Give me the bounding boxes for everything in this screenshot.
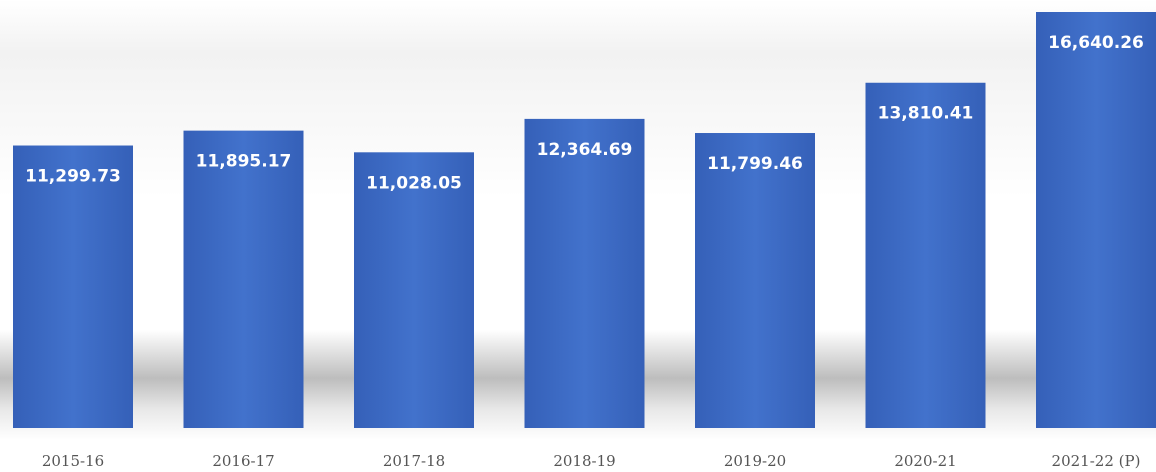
- x-tick-label: 2017-18: [383, 452, 445, 470]
- bar-2016-17: [183, 130, 304, 428]
- x-tick-label: 2020-21: [894, 452, 956, 470]
- x-tick-label: 2018-19: [553, 452, 615, 470]
- bar-value-label: 16,640.26: [1048, 33, 1144, 53]
- bars-group: [13, 12, 1156, 429]
- bar-value-label: 11,299.73: [25, 167, 121, 187]
- bar-value-label: 13,810.41: [878, 104, 974, 124]
- bar-2020-21: [865, 82, 986, 428]
- bar-value-label: 12,364.69: [537, 140, 633, 160]
- bar-2017-18: [354, 152, 474, 429]
- bar-2018-19: [524, 118, 645, 429]
- x-tick-label: 2019-20: [724, 452, 786, 470]
- x-axis-ticks: 2015-16 2016-17 2017-18 2018-19 2019-20 2020-…: [42, 452, 1141, 470]
- bar-2015-16: [13, 145, 133, 428]
- x-tick-label: 2016-17: [212, 452, 274, 470]
- bar-2021-22-P: [1036, 12, 1156, 428]
- bar-value-label: 11,028.05: [366, 173, 462, 193]
- x-tick-label: 2015-16: [42, 452, 104, 470]
- bar-2019-20: [695, 133, 815, 428]
- value-labels-group: 11,299.73 11,895.17 11,028.05 12,364.69 11,7…: [25, 33, 1144, 193]
- bar-value-label: 11,799.46: [707, 154, 803, 174]
- bar-value-label: 11,895.17: [196, 152, 292, 172]
- x-tick-label: 2021-22 (P): [1052, 452, 1141, 470]
